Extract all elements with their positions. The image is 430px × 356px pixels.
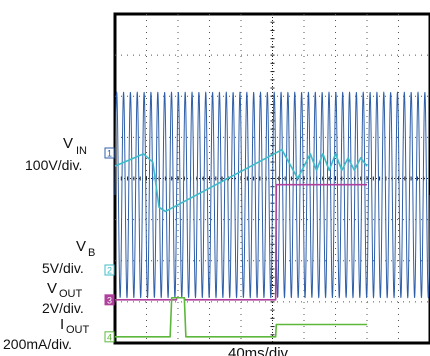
channel-marker-box <box>104 264 115 276</box>
grid <box>115 14 430 343</box>
vout-scale: 2V/div. <box>42 300 84 316</box>
channel-labels: V IN 100V/div. V B 5V/div. V OUT 2V/div.… <box>3 135 291 356</box>
channel-marker-4: 4 <box>104 331 115 343</box>
scope-screen <box>113 12 430 345</box>
channel-marker-number: 1 <box>107 149 112 159</box>
channel-marker-2: 2 <box>104 264 115 276</box>
channel-marker-number: 4 <box>107 332 112 342</box>
channel-marker-1: 1 <box>104 147 115 159</box>
iout-trace <box>115 296 367 338</box>
vout-label-main: V <box>47 280 57 297</box>
vb-scale: 5V/div. <box>42 260 84 276</box>
channel-marker-box <box>104 147 115 159</box>
vin-scale: 100V/div. <box>25 157 82 173</box>
iout-scale: 200mA/div. <box>3 336 72 352</box>
channel-markers: 1 2 3 4 <box>104 147 115 343</box>
time-scale: 40ms/div. <box>228 345 291 356</box>
vb-trace <box>114 148 368 213</box>
iout-label-main: I <box>60 316 64 333</box>
vin-trace <box>114 91 430 299</box>
channel-marker-number: 3 <box>107 295 112 305</box>
vb-label-sub: B <box>88 247 95 259</box>
vb-label-main: V <box>76 238 86 255</box>
iout-label-sub: OUT <box>66 324 90 336</box>
channel-marker-number: 2 <box>107 266 112 276</box>
channel-marker-box <box>104 294 115 306</box>
channel-marker-box <box>104 331 115 343</box>
channel-marker-3: 3 <box>104 294 115 306</box>
vout-label-sub: OUT <box>59 288 83 300</box>
vin-label-main: V <box>63 135 73 152</box>
vin-label-sub: IN <box>76 145 87 157</box>
